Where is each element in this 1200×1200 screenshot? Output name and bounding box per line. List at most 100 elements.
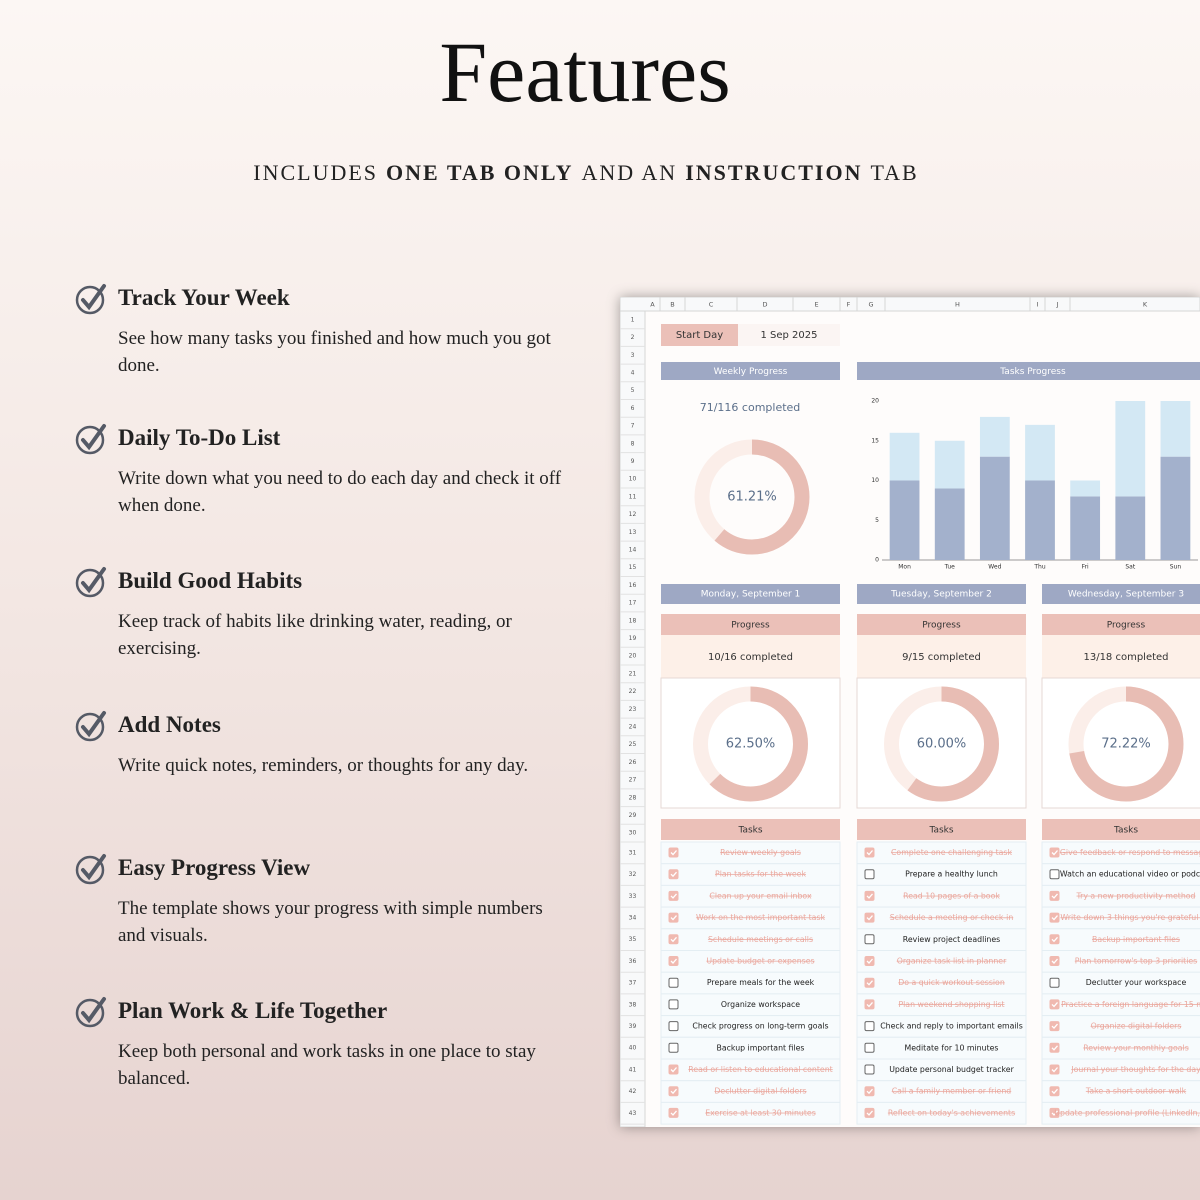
tasks-header xyxy=(1042,819,1200,840)
check-mark xyxy=(1051,1001,1058,1008)
bar xyxy=(934,440,965,489)
checkbox xyxy=(864,999,875,1010)
checkbox xyxy=(1049,977,1060,988)
weekly-progress-header xyxy=(661,362,840,380)
x-tick-label: Wed xyxy=(988,564,1001,571)
checkbox xyxy=(864,1042,875,1053)
check-mark xyxy=(1051,1110,1058,1116)
task-text: Meditate for 10 minutes xyxy=(905,1043,999,1052)
task-text: Review your monthly goals xyxy=(1083,1043,1189,1052)
row-number: 42 xyxy=(629,1088,637,1095)
task-text: Check progress on long-term goals xyxy=(692,1022,828,1031)
day-header xyxy=(1042,584,1200,604)
row-number: 6 xyxy=(631,405,635,412)
column-letter: A xyxy=(650,301,655,309)
subtitle-part: INSTRUCTION xyxy=(685,160,863,185)
check-mark xyxy=(1051,850,1058,856)
row-number: 19 xyxy=(629,635,637,642)
checkbox xyxy=(864,1107,875,1118)
checkbox xyxy=(668,1086,679,1097)
donut-label: 60.00% xyxy=(917,737,967,752)
check-mark xyxy=(866,1110,873,1116)
subtitle: INCLUDES ONE TAB ONLY AND AN INSTRUCTION TAB xyxy=(0,160,1172,186)
task-text: Plan weekend shopping list xyxy=(898,1000,1004,1009)
task-text: Update budget or expenses xyxy=(706,957,814,966)
bar xyxy=(889,480,920,560)
bar xyxy=(934,488,965,560)
task-row xyxy=(1041,1101,1200,1125)
task-text: Take a short outdoor walk xyxy=(1085,1087,1187,1096)
bar xyxy=(1160,456,1191,560)
task-text: Declutter your workspace xyxy=(1086,978,1187,987)
check-mark xyxy=(866,1088,873,1095)
check-icon xyxy=(75,424,106,455)
column-letter: F xyxy=(847,301,851,309)
check-mark xyxy=(866,1001,873,1008)
row-header-bar xyxy=(620,310,646,1127)
checkbox xyxy=(668,912,679,923)
checkbox xyxy=(864,977,875,988)
checkbox xyxy=(1049,1107,1060,1118)
row-number: 34 xyxy=(629,914,637,921)
check-mark xyxy=(1051,1023,1058,1030)
row-number: 25 xyxy=(629,741,637,748)
check-mark xyxy=(670,958,677,964)
check-icon xyxy=(75,854,106,885)
day-title: Tuesday, September 2 xyxy=(890,590,992,600)
row-number: 39 xyxy=(629,1023,637,1030)
checkbox xyxy=(668,890,679,901)
checkbox xyxy=(1049,1042,1060,1053)
completed-row xyxy=(661,635,840,678)
task-text: Organize digital folders xyxy=(1091,1022,1182,1031)
task-text: Review weekly goals xyxy=(720,848,801,857)
column-letter: H xyxy=(955,301,960,309)
check-mark xyxy=(670,850,677,856)
row-number: 5 xyxy=(631,387,635,394)
task-text: Backup important files xyxy=(717,1043,805,1052)
spreadsheet: A B C D E F G H I J K12345678910111213141516171819… xyxy=(620,297,1200,1127)
task-text: Do a quick workout session xyxy=(898,978,1005,987)
checkbox xyxy=(668,1042,679,1053)
row-number: 18 xyxy=(629,617,637,624)
feature-description: Write quick notes, reminders, or thought… xyxy=(118,755,529,776)
task-text: Check and reply to important emails xyxy=(880,1022,1023,1031)
donut-arc xyxy=(694,439,810,555)
check-mark xyxy=(866,915,873,921)
day-completed: 10/16 completed xyxy=(708,652,793,663)
column-header-bar xyxy=(620,297,1200,312)
subtitle-part: ONE TAB ONLY xyxy=(386,160,574,185)
row-number: 15 xyxy=(629,564,637,571)
row-number: 12 xyxy=(629,511,637,518)
day-completed: 9/15 completed xyxy=(902,652,981,663)
task-text: Update professional profile (LinkedIn, e… xyxy=(1054,1108,1200,1117)
column-letter: C xyxy=(709,301,714,309)
row-number: 36 xyxy=(629,958,637,965)
row-number: 8 xyxy=(631,440,635,447)
day-title: Wednesday, September 3 xyxy=(1068,590,1184,600)
row-number: 35 xyxy=(629,936,637,943)
row-number: 9 xyxy=(631,458,635,465)
check-mark xyxy=(1051,1067,1058,1073)
checkbox xyxy=(668,1064,679,1075)
checkbox xyxy=(864,890,875,901)
bar xyxy=(1070,480,1101,497)
check-icon xyxy=(75,567,106,598)
row-number: 4 xyxy=(631,369,635,376)
task-text: Give feedback or respond to messages xyxy=(1060,848,1200,857)
check-icon xyxy=(75,284,106,315)
check-mark xyxy=(1051,1088,1058,1095)
checkbox xyxy=(864,912,875,923)
check-mark xyxy=(866,893,873,899)
checkbox xyxy=(1049,847,1060,858)
progress-header xyxy=(661,614,840,635)
task-text: Watch an educational video or podcast xyxy=(1060,870,1200,879)
row-number: 30 xyxy=(629,830,637,837)
row-number: 3 xyxy=(631,352,635,359)
bar xyxy=(1025,480,1055,560)
feature-description: Keep both personal and work tasks in one… xyxy=(118,1041,536,1089)
checkbox xyxy=(864,956,875,966)
bar xyxy=(1115,401,1146,497)
checkbox xyxy=(864,1064,875,1075)
task-text: Read or listen to educational content xyxy=(688,1065,832,1074)
task-text: Organize workspace xyxy=(721,1000,800,1009)
